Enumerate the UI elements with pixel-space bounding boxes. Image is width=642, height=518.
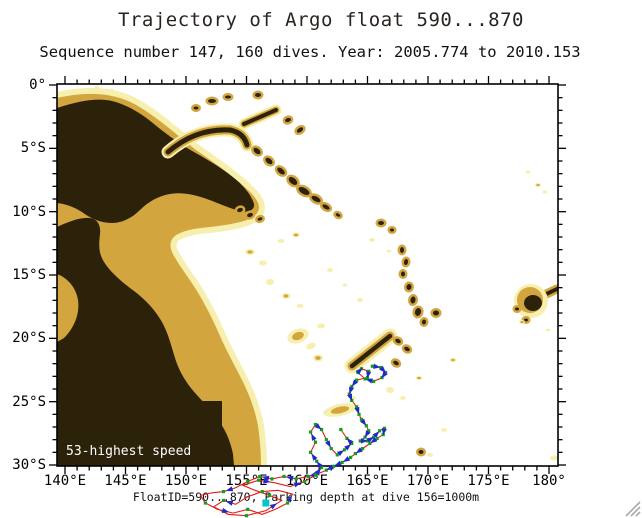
reef <box>427 453 433 457</box>
landmass-new-caledonia <box>349 333 393 369</box>
reef <box>386 387 394 393</box>
y-tick-label: 10°S <box>12 203 46 220</box>
y-tick-label: 25°S <box>12 393 46 410</box>
reef <box>110 88 114 92</box>
landmass-new-ireland <box>242 108 278 126</box>
legend-line-2: High speed = 29.27 <box>66 501 207 516</box>
reef-core <box>417 376 421 380</box>
island <box>400 247 404 253</box>
island <box>253 147 261 155</box>
reef <box>400 396 406 400</box>
reef <box>296 304 304 308</box>
reef-core <box>293 233 299 237</box>
reef <box>327 268 333 272</box>
landmass-fiji <box>524 295 542 311</box>
reef <box>357 298 363 302</box>
reef <box>542 190 548 194</box>
x-tick-label: 155°E <box>225 473 268 489</box>
reef <box>342 283 348 287</box>
island <box>378 221 384 225</box>
island <box>285 117 291 123</box>
x-tick-label: 170°E <box>406 473 450 489</box>
island <box>395 338 401 344</box>
island <box>257 217 263 221</box>
y-tick-label: 5°S <box>20 140 46 157</box>
island <box>237 207 243 213</box>
reef-core <box>283 294 289 298</box>
reef <box>386 249 392 253</box>
island <box>433 310 439 316</box>
island <box>296 127 304 133</box>
island <box>298 187 310 195</box>
x-tick-label: 160°E <box>285 473 329 489</box>
reef <box>545 328 551 332</box>
island <box>322 204 330 210</box>
island <box>335 213 341 217</box>
plot-title: Trajectory of Argo float 590...870 <box>118 9 524 31</box>
island <box>401 271 405 277</box>
y-tick-label: 30°S <box>12 457 46 473</box>
reef-core <box>315 356 321 360</box>
x-tick-label: 140°E <box>43 473 87 489</box>
x-tick-label: 145°E <box>104 473 147 489</box>
island <box>277 167 285 175</box>
x-tick-label: 180° <box>532 473 566 489</box>
island <box>515 307 519 311</box>
island <box>414 308 422 316</box>
reef-core <box>451 358 455 362</box>
reef <box>369 238 375 242</box>
island <box>410 296 416 304</box>
float-caption: FloatID=590...870, Parking depth at dive… <box>132 490 480 504</box>
island <box>406 284 412 290</box>
x-tick-label: 150°E <box>164 473 208 489</box>
island <box>225 95 231 99</box>
island <box>247 212 253 218</box>
reef <box>441 428 447 432</box>
island <box>288 177 298 185</box>
island <box>265 157 273 165</box>
island <box>418 450 424 454</box>
shelf-tan-wedge <box>57 274 79 342</box>
reef <box>277 239 285 243</box>
island <box>193 106 199 110</box>
landmass-new-guinea <box>57 99 255 223</box>
reef <box>259 260 267 266</box>
x-tick-label: 165°E <box>346 473 389 489</box>
y-tick-label: 0° <box>29 77 46 93</box>
x-tick-label: 175°E <box>467 473 510 489</box>
reef <box>550 455 558 461</box>
reef <box>266 279 274 285</box>
reef-core <box>520 320 524 324</box>
legend-backing <box>58 401 222 462</box>
island <box>524 318 528 322</box>
reef <box>79 90 85 94</box>
island <box>421 319 427 325</box>
reef-core <box>292 331 304 341</box>
island <box>404 346 410 352</box>
island <box>393 360 399 366</box>
island <box>390 228 394 232</box>
reef <box>306 342 316 350</box>
speed-legend: 53-highest speed High speed = 29.27 Grid… <box>66 404 207 518</box>
reef <box>94 85 100 89</box>
reef <box>317 323 325 329</box>
island <box>255 93 261 97</box>
landmass-new-britain <box>165 127 250 155</box>
plot-subtitle: Sequence number 147, 160 dives. Year: 20… <box>39 43 581 61</box>
reef <box>525 170 531 174</box>
island <box>208 99 216 103</box>
island <box>311 195 321 203</box>
y-tick-label: 15°S <box>12 267 46 283</box>
resize-grip-icon[interactable] <box>620 499 641 517</box>
island <box>403 259 409 265</box>
reef-core <box>247 250 253 254</box>
y-tick-label: 20°S <box>12 330 46 347</box>
reef-core <box>536 183 540 187</box>
legend-line-1: 53-highest speed <box>66 444 192 459</box>
